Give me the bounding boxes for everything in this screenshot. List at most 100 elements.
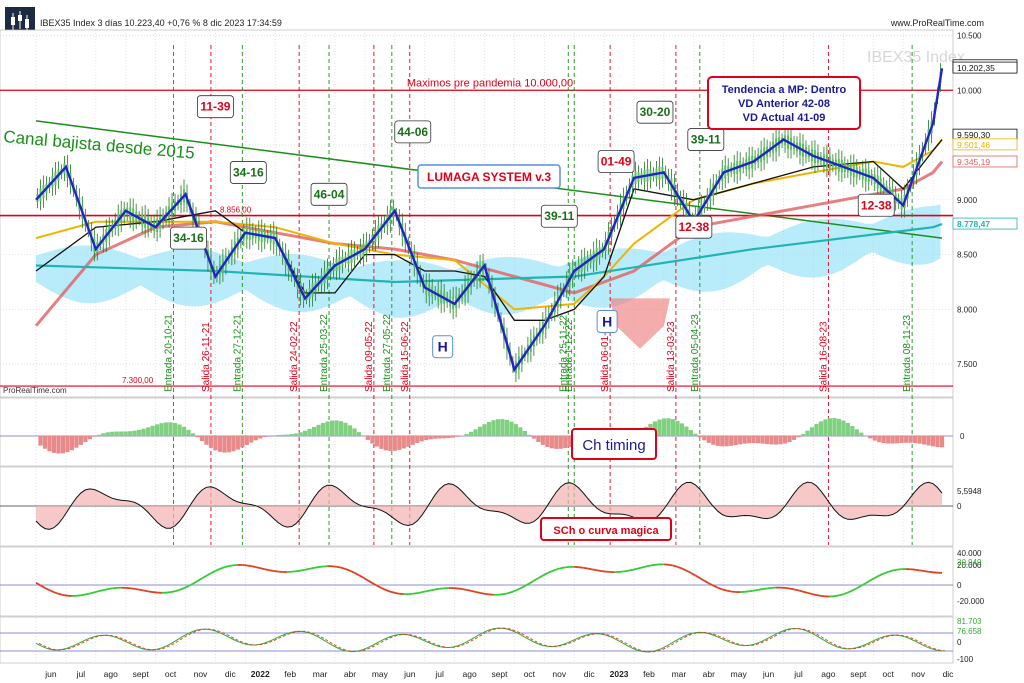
momentum-segment: [394, 592, 400, 595]
momentum-segment: [587, 567, 593, 571]
signal-box-frame: [540, 204, 578, 228]
momentum-segment: [699, 577, 705, 582]
signal-box-text: 34-16: [173, 231, 204, 245]
osc-label: 81.703: [957, 617, 982, 626]
axis-value-frame: [952, 138, 1018, 151]
momentum-segment: [188, 582, 194, 587]
momentum-segment: [798, 589, 804, 593]
x-tick-label: oct: [524, 669, 536, 679]
osc-line: [35, 627, 943, 653]
axis-value-tag: 8.778,47: [952, 217, 1018, 230]
momentum-segment: [367, 579, 373, 584]
y-tick-label: 9.000: [957, 196, 978, 205]
momentum-segment: [537, 574, 544, 579]
momentum-segment: [685, 569, 692, 574]
signal-box-frame: [170, 226, 207, 250]
sch-line: [35, 481, 943, 530]
momentum-segment: [914, 568, 920, 572]
momentum-segment: [300, 568, 306, 572]
y-tick-label: 10.000: [957, 86, 982, 95]
momentum-segment: [385, 589, 391, 593]
sch-area: [36, 482, 943, 530]
h-mark-frame: [432, 335, 454, 359]
momentum-segment: [183, 585, 189, 589]
momentum-segment: [869, 577, 876, 582]
momentum-segment: [533, 577, 539, 582]
momentum-segment: [336, 565, 342, 569]
momentum-segment: [583, 566, 588, 570]
signal-box-text: 44-06: [397, 125, 428, 139]
momentum-segment: [694, 574, 701, 579]
x-tick-label: sept: [133, 669, 150, 679]
momentum-segment: [103, 588, 108, 591]
momentum-segment: [627, 568, 633, 572]
momentum-segment: [340, 566, 346, 570]
x-tick-label: ago: [462, 669, 476, 679]
site-label: www.ProRealTime.com: [890, 18, 984, 28]
momentum-segment: [349, 569, 355, 574]
momentum-segment: [85, 592, 91, 596]
momentum-segment: [98, 589, 104, 593]
momentum-segment: [690, 572, 696, 577]
trend-box: [707, 76, 861, 130]
momentum-segment: [479, 591, 485, 595]
momentum-segment: [511, 589, 517, 593]
momentum-segment: [134, 588, 140, 591]
entrada-signal-label: Entrada 27-05-22: [382, 314, 393, 392]
momentum-segment: [789, 587, 795, 591]
signal-box-frame: [687, 128, 725, 151]
momentum-segment: [892, 568, 898, 572]
signal-box-frame: [229, 161, 267, 184]
h-mark: H: [596, 310, 618, 334]
x-tick-label: dic: [943, 669, 955, 679]
momentum-segment: [601, 570, 606, 573]
momentum-segment: [744, 590, 750, 593]
momentum-segment: [677, 565, 683, 570]
momentum-segment: [62, 594, 68, 597]
x-tick-label: jul: [76, 669, 86, 679]
salida-signal-label: Salida 24-02-22: [289, 321, 300, 392]
entrada-signal-label: Entrada 05-04-23: [690, 314, 701, 392]
momentum-segment: [435, 587, 440, 591]
momentum-segment: [528, 579, 535, 585]
x-tick-label: jul: [793, 669, 803, 679]
signal-box: 39-11: [540, 204, 578, 228]
x-tick-label: jul: [434, 669, 444, 679]
entrada-signal-label: Entrada 27-12-21: [232, 314, 243, 392]
osc-label: 76.658: [957, 627, 982, 636]
momentum-segment: [721, 588, 727, 592]
momentum-segment: [273, 570, 279, 573]
y-tick-label: 7.500: [957, 360, 978, 369]
signal-box: 11-39: [197, 95, 234, 119]
momentum-segment: [130, 587, 135, 590]
momentum-segment: [94, 590, 100, 594]
momentum-segment: [426, 589, 431, 593]
x-tick-label: abr: [703, 669, 715, 679]
system-label: LUMAGA SYSTEM v.3: [427, 170, 551, 184]
signal-box: 44-06: [394, 120, 432, 144]
momentum-segment: [632, 567, 638, 571]
momentum-segment: [412, 592, 418, 595]
momentum-segment: [228, 564, 234, 567]
momentum-segment: [44, 587, 50, 592]
momentum-segment: [793, 588, 799, 592]
momentum-segment: [851, 587, 858, 592]
momentum-segment: [260, 567, 265, 571]
axis-value-frame: [952, 61, 1018, 74]
signal-box-frame: [310, 182, 348, 206]
momentum-label: 0: [957, 581, 962, 590]
osc-signal-line: [38, 627, 946, 653]
system-box: [417, 164, 561, 189]
cloud-red-patch: [610, 298, 670, 349]
signal-box-text: 34-16: [233, 165, 264, 179]
x-tick-label: nov: [552, 669, 566, 679]
momentum-segment: [309, 566, 315, 570]
momentum-segment: [524, 582, 530, 587]
momentum-segment: [152, 591, 158, 594]
pane-frame-3: [0, 546, 954, 617]
x-tick-label: mar: [672, 669, 687, 679]
axis-value-frame: [952, 155, 1018, 168]
axis-value-text: 9.590,30: [957, 130, 990, 140]
momentum-segment: [757, 588, 763, 591]
h-mark: H: [432, 335, 454, 359]
